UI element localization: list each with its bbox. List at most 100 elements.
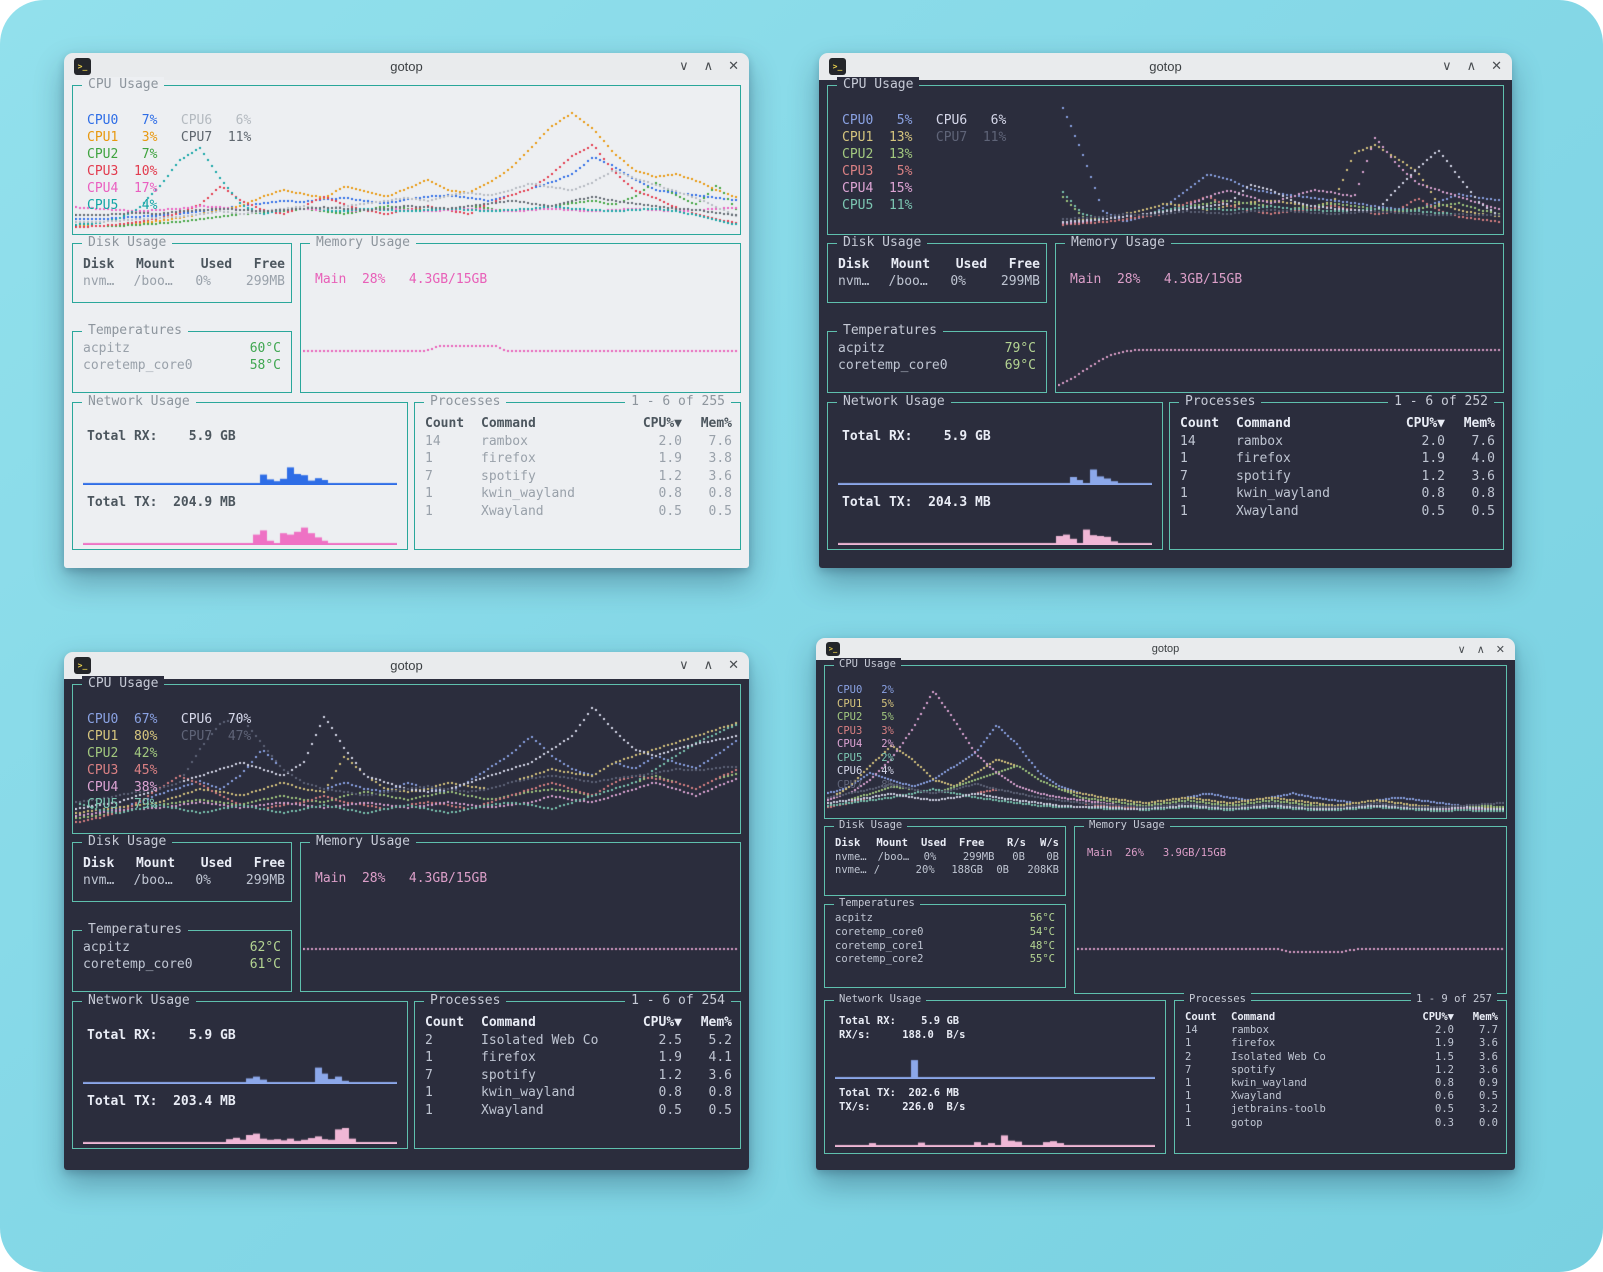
process-header-cell: Count xyxy=(425,416,465,431)
cpu-core-label: CPU5 xyxy=(87,797,119,812)
disk-header-cell: Used xyxy=(200,856,233,871)
terminal-icon: >_ xyxy=(74,58,91,75)
cpu-usage-title: CPU Usage xyxy=(82,77,165,92)
rx-rate-label: RX/s: xyxy=(839,1029,871,1041)
maximize-button[interactable]: ∧ xyxy=(703,59,714,74)
disk-table: Disk Mount Used Free nvm… /boo… 0% 299MB xyxy=(838,256,1040,290)
terminal-icon: >_ xyxy=(826,642,840,656)
process-table: Count Command CPU%▼ Mem% 14 rambox 2.0 7.7 1 fire… xyxy=(1185,1011,1498,1130)
tx-graph-canvas xyxy=(83,513,397,545)
process-row[interactable]: 7 spotify 1.2 3.6 xyxy=(1185,1064,1498,1077)
titlebar[interactable]: >_ gotop ∨ ∧ ✕ xyxy=(819,53,1512,81)
process-row[interactable]: 1 jetbrains-toolb 0.5 3.2 xyxy=(1185,1103,1498,1116)
process-row[interactable]: 1 firefox 1.9 3.6 xyxy=(1185,1037,1498,1050)
process-cell: Xwayland xyxy=(481,503,544,519)
rx-graph-canvas xyxy=(83,1050,397,1084)
process-row[interactable]: 2 Isolated Web Co 1.5 3.6 xyxy=(1185,1051,1498,1064)
minimize-button[interactable]: ∨ xyxy=(679,658,689,673)
process-cell: 14 xyxy=(425,433,441,449)
disk-cell: / xyxy=(873,864,881,876)
total-rx-value: 5.9 GB xyxy=(943,429,991,444)
maximize-button[interactable]: ∧ xyxy=(703,658,714,673)
process-row[interactable]: 2 Isolated Web Co 2.5 5.2 xyxy=(425,1032,732,1050)
total-rx-label: Total RX: xyxy=(839,1015,896,1027)
temperatures-title: Temperatures xyxy=(834,897,920,909)
process-row[interactable]: 1 kwin_wayland 0.8 0.8 xyxy=(425,1084,732,1102)
close-button[interactable]: ✕ xyxy=(728,658,739,673)
cpu-core-value: 6% xyxy=(235,113,252,128)
process-cell: kwin_wayland xyxy=(481,486,575,501)
cpu-core-label: CPU1 xyxy=(87,729,119,744)
process-row[interactable]: 14 rambox 2.0 7.6 xyxy=(425,433,732,451)
process-row[interactable]: 1 Xwayland 0.5 0.5 xyxy=(425,503,732,521)
cpu-core-label: CPU5 xyxy=(87,198,119,213)
memory-graph-canvas xyxy=(1058,246,1501,390)
process-header-row: Count Command CPU%▼ Mem% xyxy=(1185,1011,1498,1024)
process-row[interactable]: 1 Xwayland 0.5 0.5 xyxy=(425,1102,732,1120)
process-cell: 0.9 xyxy=(1479,1077,1498,1090)
process-cell: 1.2 xyxy=(1421,468,1445,484)
sensor-value: 60°C xyxy=(249,341,281,356)
process-row[interactable]: 1 Xwayland 0.5 0.5 xyxy=(1180,503,1495,521)
minimize-button[interactable]: ∨ xyxy=(1442,59,1452,74)
total-tx-label: Total TX: xyxy=(87,495,158,510)
memory-usage-panel: Memory Usage Main28%4.3GB/15GB xyxy=(300,834,741,992)
processes-title: Processes xyxy=(1179,394,1262,409)
process-cell: 0.5 xyxy=(1421,503,1445,519)
titlebar[interactable]: >_ gotop ∨ ∧ ✕ xyxy=(64,652,749,680)
gotop-window: >_ gotop ∨ ∧ ✕ CPU Usage CPU0 7% CPU6 6% CPU… xyxy=(64,53,749,568)
maximize-button[interactable]: ∧ xyxy=(1476,642,1485,656)
cpu-legend-row: CPU0 67% CPU6 70% xyxy=(87,711,251,728)
process-row[interactable]: 1 kwin_wayland 0.8 0.8 xyxy=(1180,485,1495,503)
process-row[interactable]: 1 Xwayland 0.6 0.5 xyxy=(1185,1090,1498,1103)
titlebar[interactable]: >_ gotop ∨ ∧ ✕ xyxy=(816,638,1515,661)
process-cell: 1 xyxy=(1185,1116,1192,1129)
cpu-core-value: 11% xyxy=(982,130,1007,145)
process-row[interactable]: 1 kwin_wayland 0.8 0.9 xyxy=(1185,1077,1498,1090)
process-cell: spotify xyxy=(1236,468,1291,484)
disk-usage-title: Disk Usage xyxy=(837,235,928,250)
cpu-core-value: 10% xyxy=(133,164,158,179)
cpu-core-value: 47% xyxy=(227,729,252,744)
temperature-row: coretemp_core1 48°C xyxy=(835,940,1055,954)
process-row[interactable]: 7 spotify 1.2 3.6 xyxy=(1180,468,1495,486)
process-cell: 1 xyxy=(425,1050,433,1065)
rx-graph-canvas xyxy=(838,451,1152,485)
minimize-button[interactable]: ∨ xyxy=(1457,642,1466,656)
process-row[interactable]: 14 rambox 2.0 7.6 xyxy=(1180,433,1495,451)
total-rx-label: Total RX: xyxy=(87,1028,158,1043)
process-row[interactable]: 1 kwin_wayland 0.8 0.8 xyxy=(425,485,732,503)
maximize-button[interactable]: ∧ xyxy=(1466,59,1477,74)
cpu-core-value: 67% xyxy=(133,712,158,727)
close-button[interactable]: ✕ xyxy=(1491,59,1502,74)
process-row[interactable]: 1 firefox 1.9 4.0 xyxy=(1180,450,1495,468)
process-cell: 0.8 xyxy=(658,1085,682,1100)
terminal-body: CPU Usage CPU0 2% CPU1 5% CPU2 5% CPU3 3% CPU4 2%… xyxy=(816,658,1515,1170)
disk-usage-panel: Disk Usage Disk Mount Used Free nvm… /boo… 0% 2… xyxy=(72,834,292,902)
minimize-button[interactable]: ∨ xyxy=(679,59,689,74)
disk-header-cell: Disk xyxy=(83,257,115,272)
disk-row: nvm… /boo… 0% 299MB xyxy=(83,273,285,290)
titlebar[interactable]: >_ gotop ∨ ∧ ✕ xyxy=(64,53,749,81)
close-button[interactable]: ✕ xyxy=(728,59,739,74)
process-row[interactable]: 1 firefox 1.9 3.8 xyxy=(425,450,732,468)
disk-cell: 299MB xyxy=(245,274,286,289)
cpu-core-value: 2% xyxy=(881,738,894,750)
process-row[interactable]: 1 firefox 1.9 4.1 xyxy=(425,1049,732,1067)
process-row[interactable]: 1 gotop 0.3 0.0 xyxy=(1185,1117,1498,1130)
process-row[interactable]: 7 spotify 1.2 3.6 xyxy=(425,1067,732,1085)
disk-header-cell: Used xyxy=(920,837,947,849)
window-controls: ∨ ∧ ✕ xyxy=(1442,59,1502,74)
disk-header-cell: Mount xyxy=(135,257,176,272)
cpu-legend-row: CPU1 80% CPU7 47% xyxy=(87,728,251,745)
process-header-cell: Command xyxy=(481,416,536,431)
disk-header-row: Disk Mount Used Free xyxy=(83,256,285,273)
process-row[interactable]: 7 spotify 1.2 3.6 xyxy=(425,468,732,486)
process-table: Count Command CPU%▼ Mem% 14 rambox 2.0 7.6 1 fire… xyxy=(425,415,732,520)
disk-usage-title: Disk Usage xyxy=(82,235,173,250)
process-header-row: Count Command CPU%▼ Mem% xyxy=(1180,415,1495,433)
close-button[interactable]: ✕ xyxy=(1495,642,1505,656)
process-row[interactable]: 14 rambox 2.0 7.7 xyxy=(1185,1024,1498,1037)
cpu-core-label: CPU7 xyxy=(837,778,863,791)
